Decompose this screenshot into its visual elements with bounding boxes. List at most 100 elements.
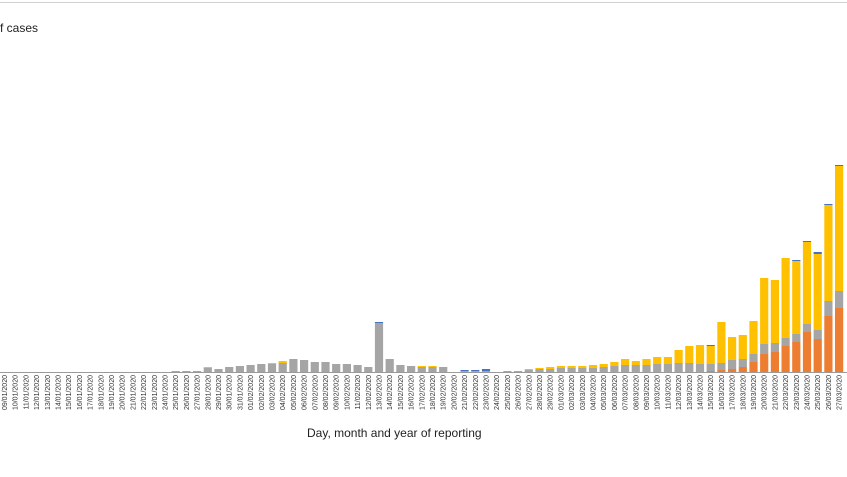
bar-09-02-2020-s1 xyxy=(332,364,341,372)
x-tick-label: 27/01/2020 xyxy=(195,375,202,410)
bar-24-03-2020-s1 xyxy=(802,324,812,332)
x-tick-label: 03/02/2020 xyxy=(270,375,277,410)
x-tick-label: 10/02/2020 xyxy=(344,375,351,410)
bar-17-03-2020-s1 xyxy=(728,360,737,369)
bar-23-02-2020-s3 xyxy=(481,369,491,371)
x-tick-label: 02/03/2020 xyxy=(569,375,576,410)
x-tick-label: 24/03/2020 xyxy=(805,375,812,410)
bar-04-03-2020-s1 xyxy=(588,368,598,372)
bar-25-03-2020-s1 xyxy=(813,330,822,339)
x-tick-label: 16/02/2020 xyxy=(409,375,416,410)
x-tick-label: 02/02/2020 xyxy=(259,375,266,410)
bar-13-03-2020-s2 xyxy=(685,346,694,363)
bar-25-03-2020-s2 xyxy=(813,254,822,330)
bar-15-03-2020-s2 xyxy=(706,346,715,364)
bar-04-02-2020-s1 xyxy=(278,363,287,372)
x-tick-label: 06/03/2020 xyxy=(612,375,619,410)
bar-13-03-2020-s1 xyxy=(685,363,694,372)
bar-17-03-2020-s2 xyxy=(728,337,737,360)
bar-25-01-2020-s1 xyxy=(171,371,180,372)
x-tick-label: 05/02/2020 xyxy=(291,375,298,410)
bar-27-03-2020-s1 xyxy=(835,291,844,308)
x-tick-label: 22/01/2020 xyxy=(141,375,148,410)
bar-14-02-2020-s1 xyxy=(385,359,394,372)
bar-22-03-2020-s2 xyxy=(781,258,790,338)
x-tick-label: 29/02/2020 xyxy=(548,375,555,410)
bar-22-03-2020-s0 xyxy=(781,346,790,372)
bar-29-02-2020-s1 xyxy=(546,369,555,372)
bar-22-02-2020-s3 xyxy=(471,370,480,371)
bar-10-02-2020-s1 xyxy=(342,364,351,372)
bar-08-03-2020-s1 xyxy=(631,365,640,372)
bar-18-03-2020-s0 xyxy=(738,367,747,372)
bar-01-03-2020-s1 xyxy=(556,368,565,372)
bar-01-03-2020-s2 xyxy=(556,366,565,368)
bar-28-01-2020-s2 xyxy=(203,367,212,368)
x-tick-label: 25/02/2020 xyxy=(505,375,512,410)
x-tick-label: 09/03/2020 xyxy=(644,375,651,410)
bar-28-02-2020-s2 xyxy=(535,368,544,369)
bar-13-02-2020-s3 xyxy=(374,322,384,323)
bar-15-03-2020-s3 xyxy=(706,345,715,346)
x-tick-label: 07/03/2020 xyxy=(623,375,630,410)
bar-27-03-2020-s2 xyxy=(835,166,844,291)
bar-25-03-2020-s0 xyxy=(813,339,822,372)
x-tick-labels: 09/01/2020 10/01/2020 11/01/2020 12/01/2020… xyxy=(2,375,844,410)
bar-04-02-2020-s2 xyxy=(278,361,287,363)
bar-26-02-2020-s1 xyxy=(514,371,523,372)
bar-23-03-2020-s2 xyxy=(792,261,801,334)
x-tick-label: 05/03/2020 xyxy=(601,375,608,410)
x-tick-label: 19/03/2020 xyxy=(751,375,758,410)
x-tick-label: 22/03/2020 xyxy=(783,375,790,410)
bar-17-02-2020-s1 xyxy=(417,367,426,372)
bar-24-03-2020-s2 xyxy=(802,242,812,324)
x-tick-label: 13/01/2020 xyxy=(45,375,52,410)
x-tick-label: 01/02/2020 xyxy=(248,375,255,410)
bar-03-02-2020-s2 xyxy=(267,363,277,364)
x-tick-label: 15/03/2020 xyxy=(708,375,715,410)
bar-23-03-2020-s0 xyxy=(792,342,801,372)
x-tick-label: 25/03/2020 xyxy=(815,375,822,410)
x-tick-label: 29/01/2020 xyxy=(216,375,223,410)
bar-20-03-2020-s1 xyxy=(760,344,769,354)
x-tick-label: 13/02/2020 xyxy=(377,375,384,410)
x-tick-label: 14/03/2020 xyxy=(698,375,705,410)
bar-16-03-2020-s2 xyxy=(717,322,726,363)
frame-top-border xyxy=(0,2,847,3)
bar-17-03-2020-s0 xyxy=(728,369,737,372)
x-tick-label: 04/02/2020 xyxy=(280,375,287,410)
x-tick-label: 24/01/2020 xyxy=(163,375,170,410)
bar-26-03-2020-s3 xyxy=(824,204,833,205)
bar-27-02-2020-s1 xyxy=(524,370,533,372)
bar-16-03-2020-s0 xyxy=(717,370,726,372)
x-tick-label: 11/02/2020 xyxy=(355,375,362,410)
x-tick-label: 28/02/2020 xyxy=(537,375,544,410)
bar-19-03-2020-s0 xyxy=(749,362,758,372)
bar-11-03-2020-s1 xyxy=(663,364,672,372)
x-tick-label: 22/02/2020 xyxy=(473,375,480,410)
bar-28-02-2020-s1 xyxy=(535,369,544,372)
bar-16-02-2020-s1 xyxy=(407,366,416,372)
bar-09-03-2020-s1 xyxy=(642,365,651,372)
bar-11-02-2020-s1 xyxy=(353,365,362,372)
x-tick-label: 24/02/2020 xyxy=(494,375,501,410)
bar-26-01-2020-s1 xyxy=(182,371,191,372)
bar-25-03-2020-s3 xyxy=(813,252,822,254)
x-tick-label: 09/02/2020 xyxy=(334,375,341,410)
x-tick-label: 23/02/2020 xyxy=(484,375,491,410)
bar-23-03-2020-s1 xyxy=(792,334,801,342)
bar-12-02-2020-s1 xyxy=(364,367,373,372)
bar-21-03-2020-s0 xyxy=(770,352,779,372)
bar-21-02-2020-s3 xyxy=(460,370,469,371)
x-tick-label: 26/01/2020 xyxy=(184,375,191,410)
y-axis-label: f cases xyxy=(0,21,39,35)
bar-10-03-2020-s1 xyxy=(653,364,662,372)
bar-26-03-2020-s2 xyxy=(824,205,833,301)
bar-15-02-2020-s1 xyxy=(396,365,405,372)
x-tick-label: 26/02/2020 xyxy=(516,375,523,410)
bar-24-03-2020-s0 xyxy=(802,332,812,372)
bar-21-03-2020-s2 xyxy=(770,280,779,343)
bar-09-03-2020-s2 xyxy=(642,359,651,365)
x-tick-label: 17/01/2020 xyxy=(88,375,95,410)
x-tick-label: 11/03/2020 xyxy=(665,375,672,410)
